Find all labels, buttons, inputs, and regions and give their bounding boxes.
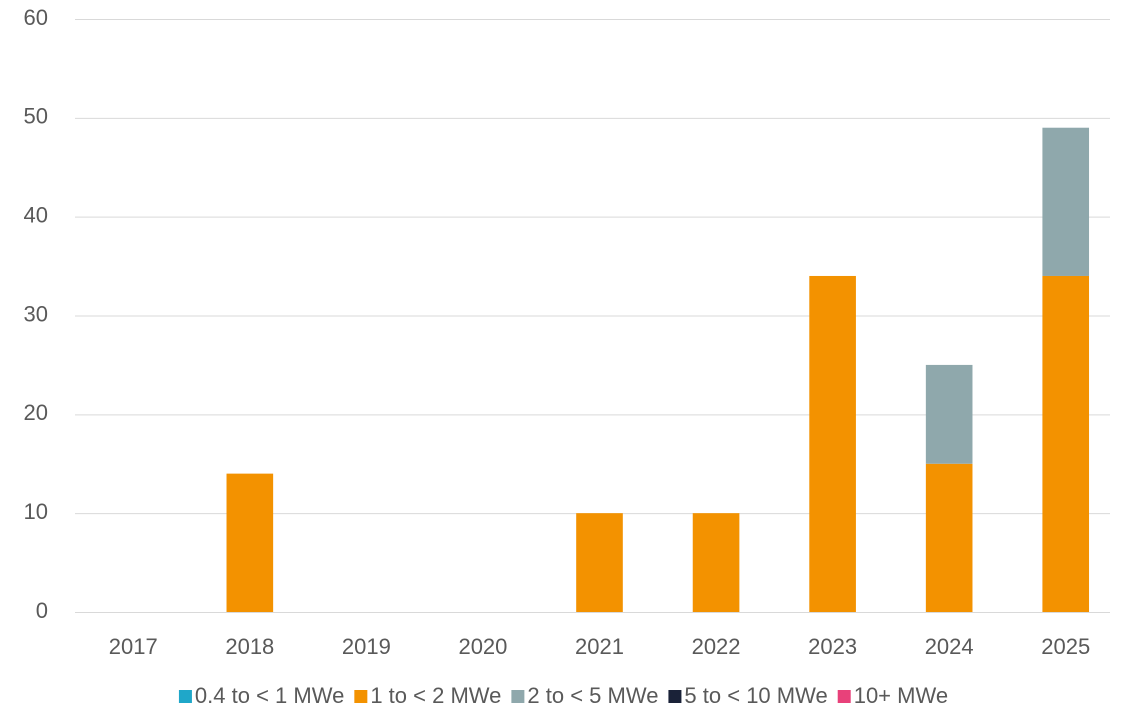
y-tick-label: 40 [24,202,48,227]
bar-segment [925,463,973,612]
y-tick-label: 50 [24,104,48,129]
x-tick-label: 2023 [808,634,857,659]
x-tick-label: 2024 [925,634,974,659]
x-tick-label: 2025 [1041,634,1090,659]
bar-segment [576,513,623,612]
x-tick-label: 2017 [109,634,158,659]
x-tick-label: 2018 [225,634,274,659]
legend-swatch [178,690,192,703]
bar-segment [1042,127,1090,276]
bar-segment [1042,275,1090,612]
legend-label: 1 to < 2 MWe [370,683,501,708]
bar-segment [226,473,274,612]
x-tick-label: 2022 [692,634,741,659]
legend: 0.4 to < 1 MWe 1 to < 2 MWe 2 to < 5 MWe 5 … [178,683,948,708]
legend-label: 5 to < 10 MWe [684,683,827,708]
x-tick-label: 2019 [342,634,391,659]
legend-swatch [668,690,682,703]
y-tick-label: 60 [24,5,48,30]
bar-segment [809,275,856,612]
bar-segment [692,513,740,612]
legend-swatch [354,690,368,703]
bar-segment [925,364,973,464]
legend-label: 0.4 to < 1 MWe [195,683,344,708]
y-tick-label: 10 [24,499,48,524]
legend-swatch [511,690,525,703]
legend-label: 10+ MWe [854,683,948,708]
y-tick-label: 0 [36,598,48,623]
y-tick-label: 30 [24,301,48,326]
legend-swatch [837,690,851,703]
x-tick-label: 2021 [575,634,624,659]
x-tick-label: 2020 [458,634,507,659]
y-tick-label: 20 [24,400,48,425]
legend-label: 2 to < 5 MWe [527,683,658,708]
